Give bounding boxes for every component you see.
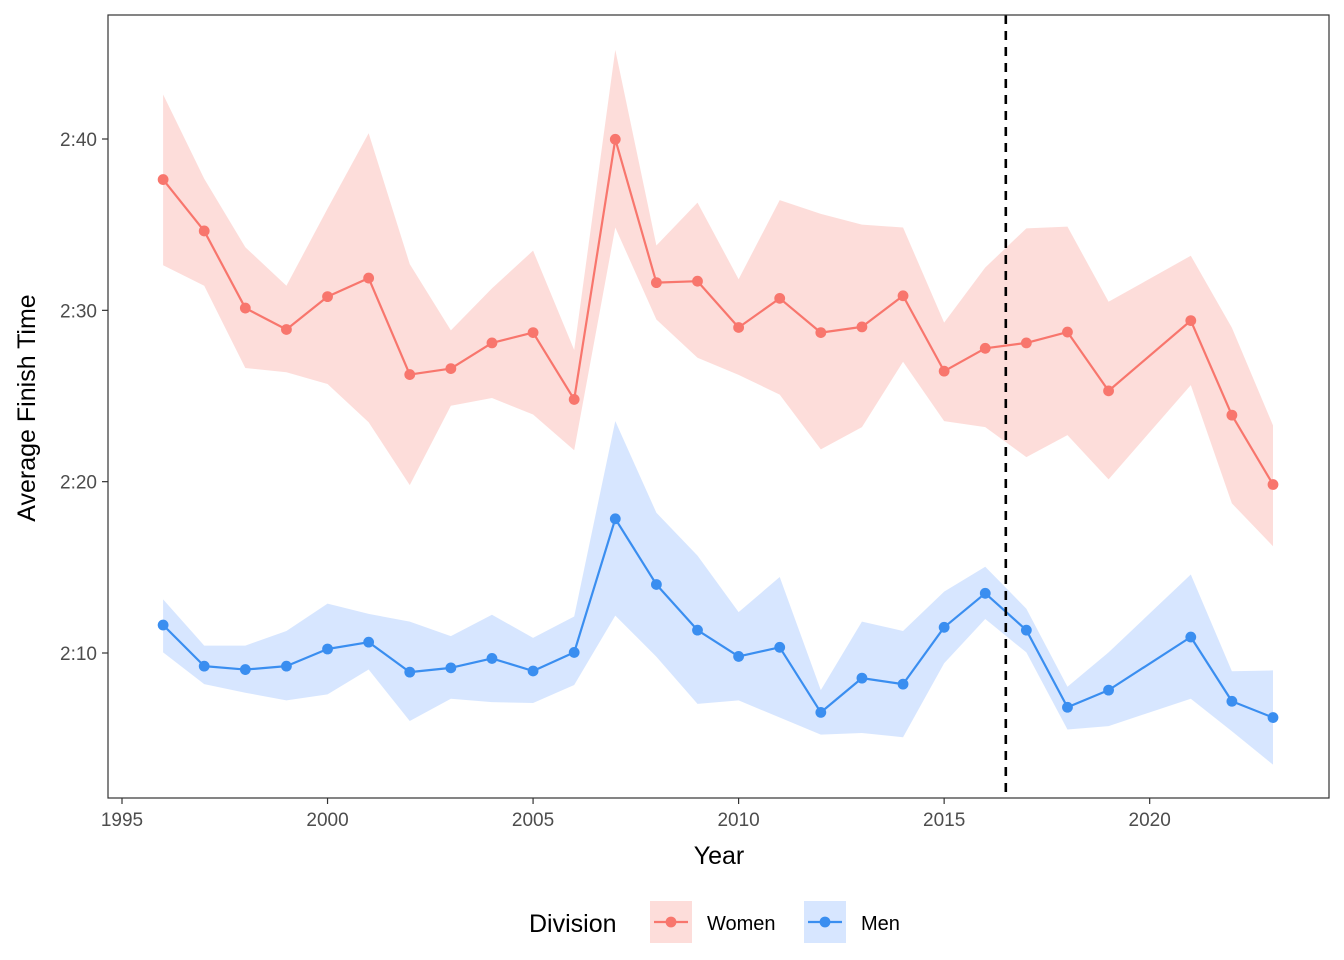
x-axis: 1995 2000 2005 2010 2015 2020 xyxy=(101,798,1171,831)
women-point xyxy=(1267,479,1279,490)
women-point xyxy=(568,394,580,405)
y-tick-label: 2:10 xyxy=(60,644,97,665)
men-point xyxy=(1020,624,1032,636)
men-point xyxy=(650,579,662,590)
series-points xyxy=(157,133,1279,723)
women-point xyxy=(322,291,333,303)
women-point xyxy=(938,365,950,377)
men-point xyxy=(404,666,416,678)
men-point xyxy=(897,678,909,690)
legend-label-women: Women xyxy=(707,913,776,935)
x-tick-label: 2020 xyxy=(1129,810,1171,831)
men-point xyxy=(157,619,169,631)
women-point xyxy=(774,292,786,304)
x-tick-label: 2015 xyxy=(923,810,965,831)
x-axis-title: Year xyxy=(694,842,745,870)
women-point xyxy=(198,225,210,237)
y-axis-title: Average Finish Time xyxy=(13,294,41,521)
men-point xyxy=(1062,701,1073,713)
men-confidence-band xyxy=(163,421,1274,765)
men-point xyxy=(815,707,827,718)
women-point xyxy=(1185,315,1197,327)
men-point xyxy=(979,587,991,599)
men-point xyxy=(568,647,580,658)
legend-item-men: Men xyxy=(804,901,900,943)
men-point xyxy=(692,624,703,636)
women-point xyxy=(897,290,909,302)
women-point xyxy=(1062,326,1073,338)
men-point xyxy=(1226,695,1238,707)
y-axis: 2:10 2:20 2:30 2:40 xyxy=(60,130,108,665)
x-tick-label: 2000 xyxy=(306,810,348,831)
women-point xyxy=(157,174,169,185)
men-point xyxy=(856,672,868,684)
legend-item-women: Women xyxy=(650,901,776,943)
y-tick-label: 2:30 xyxy=(60,301,97,322)
women-point xyxy=(281,324,292,335)
men-point xyxy=(527,665,539,677)
men-point xyxy=(322,643,333,655)
women-point xyxy=(692,275,703,287)
legend-title: Division xyxy=(529,910,617,938)
x-tick-label: 1995 xyxy=(101,810,143,831)
men-point xyxy=(609,513,621,525)
women-point xyxy=(609,133,621,145)
men-point xyxy=(1185,631,1197,643)
women-point xyxy=(404,369,416,380)
women-point xyxy=(1020,337,1032,349)
men-point xyxy=(486,653,498,664)
women-point xyxy=(1103,385,1114,397)
women-point xyxy=(815,327,827,339)
women-confidence-band xyxy=(163,49,1274,547)
men-point xyxy=(445,662,457,674)
women-point xyxy=(363,272,375,284)
legend-label-men: Men xyxy=(861,913,900,935)
legend-items: Women Men xyxy=(650,901,900,943)
y-tick-label: 2:40 xyxy=(60,130,97,151)
x-tick-label: 2005 xyxy=(512,810,554,831)
men-point xyxy=(363,636,375,648)
confidence-bands xyxy=(163,49,1274,765)
men-point xyxy=(1103,684,1114,696)
y-tick-label: 2:20 xyxy=(60,473,97,494)
women-point xyxy=(445,363,457,374)
women-point xyxy=(733,322,745,333)
men-point xyxy=(733,651,745,662)
plot-panel-border xyxy=(107,14,1330,799)
x-tick-label: 2010 xyxy=(717,810,759,831)
men-point xyxy=(281,660,292,672)
women-point xyxy=(527,327,539,339)
legend: Division Women Men xyxy=(529,901,900,943)
women-point xyxy=(979,342,991,354)
women-point xyxy=(856,321,868,333)
legend-key-point-men xyxy=(819,916,831,928)
women-point xyxy=(650,277,662,289)
men-point xyxy=(198,660,210,672)
women-point xyxy=(486,337,498,349)
women-point xyxy=(1226,409,1238,421)
women-point xyxy=(239,302,251,314)
men-point xyxy=(239,664,251,675)
men-point xyxy=(1267,712,1279,723)
legend-key-point-women xyxy=(665,916,677,928)
men-point xyxy=(938,621,950,633)
men-point xyxy=(774,641,786,653)
